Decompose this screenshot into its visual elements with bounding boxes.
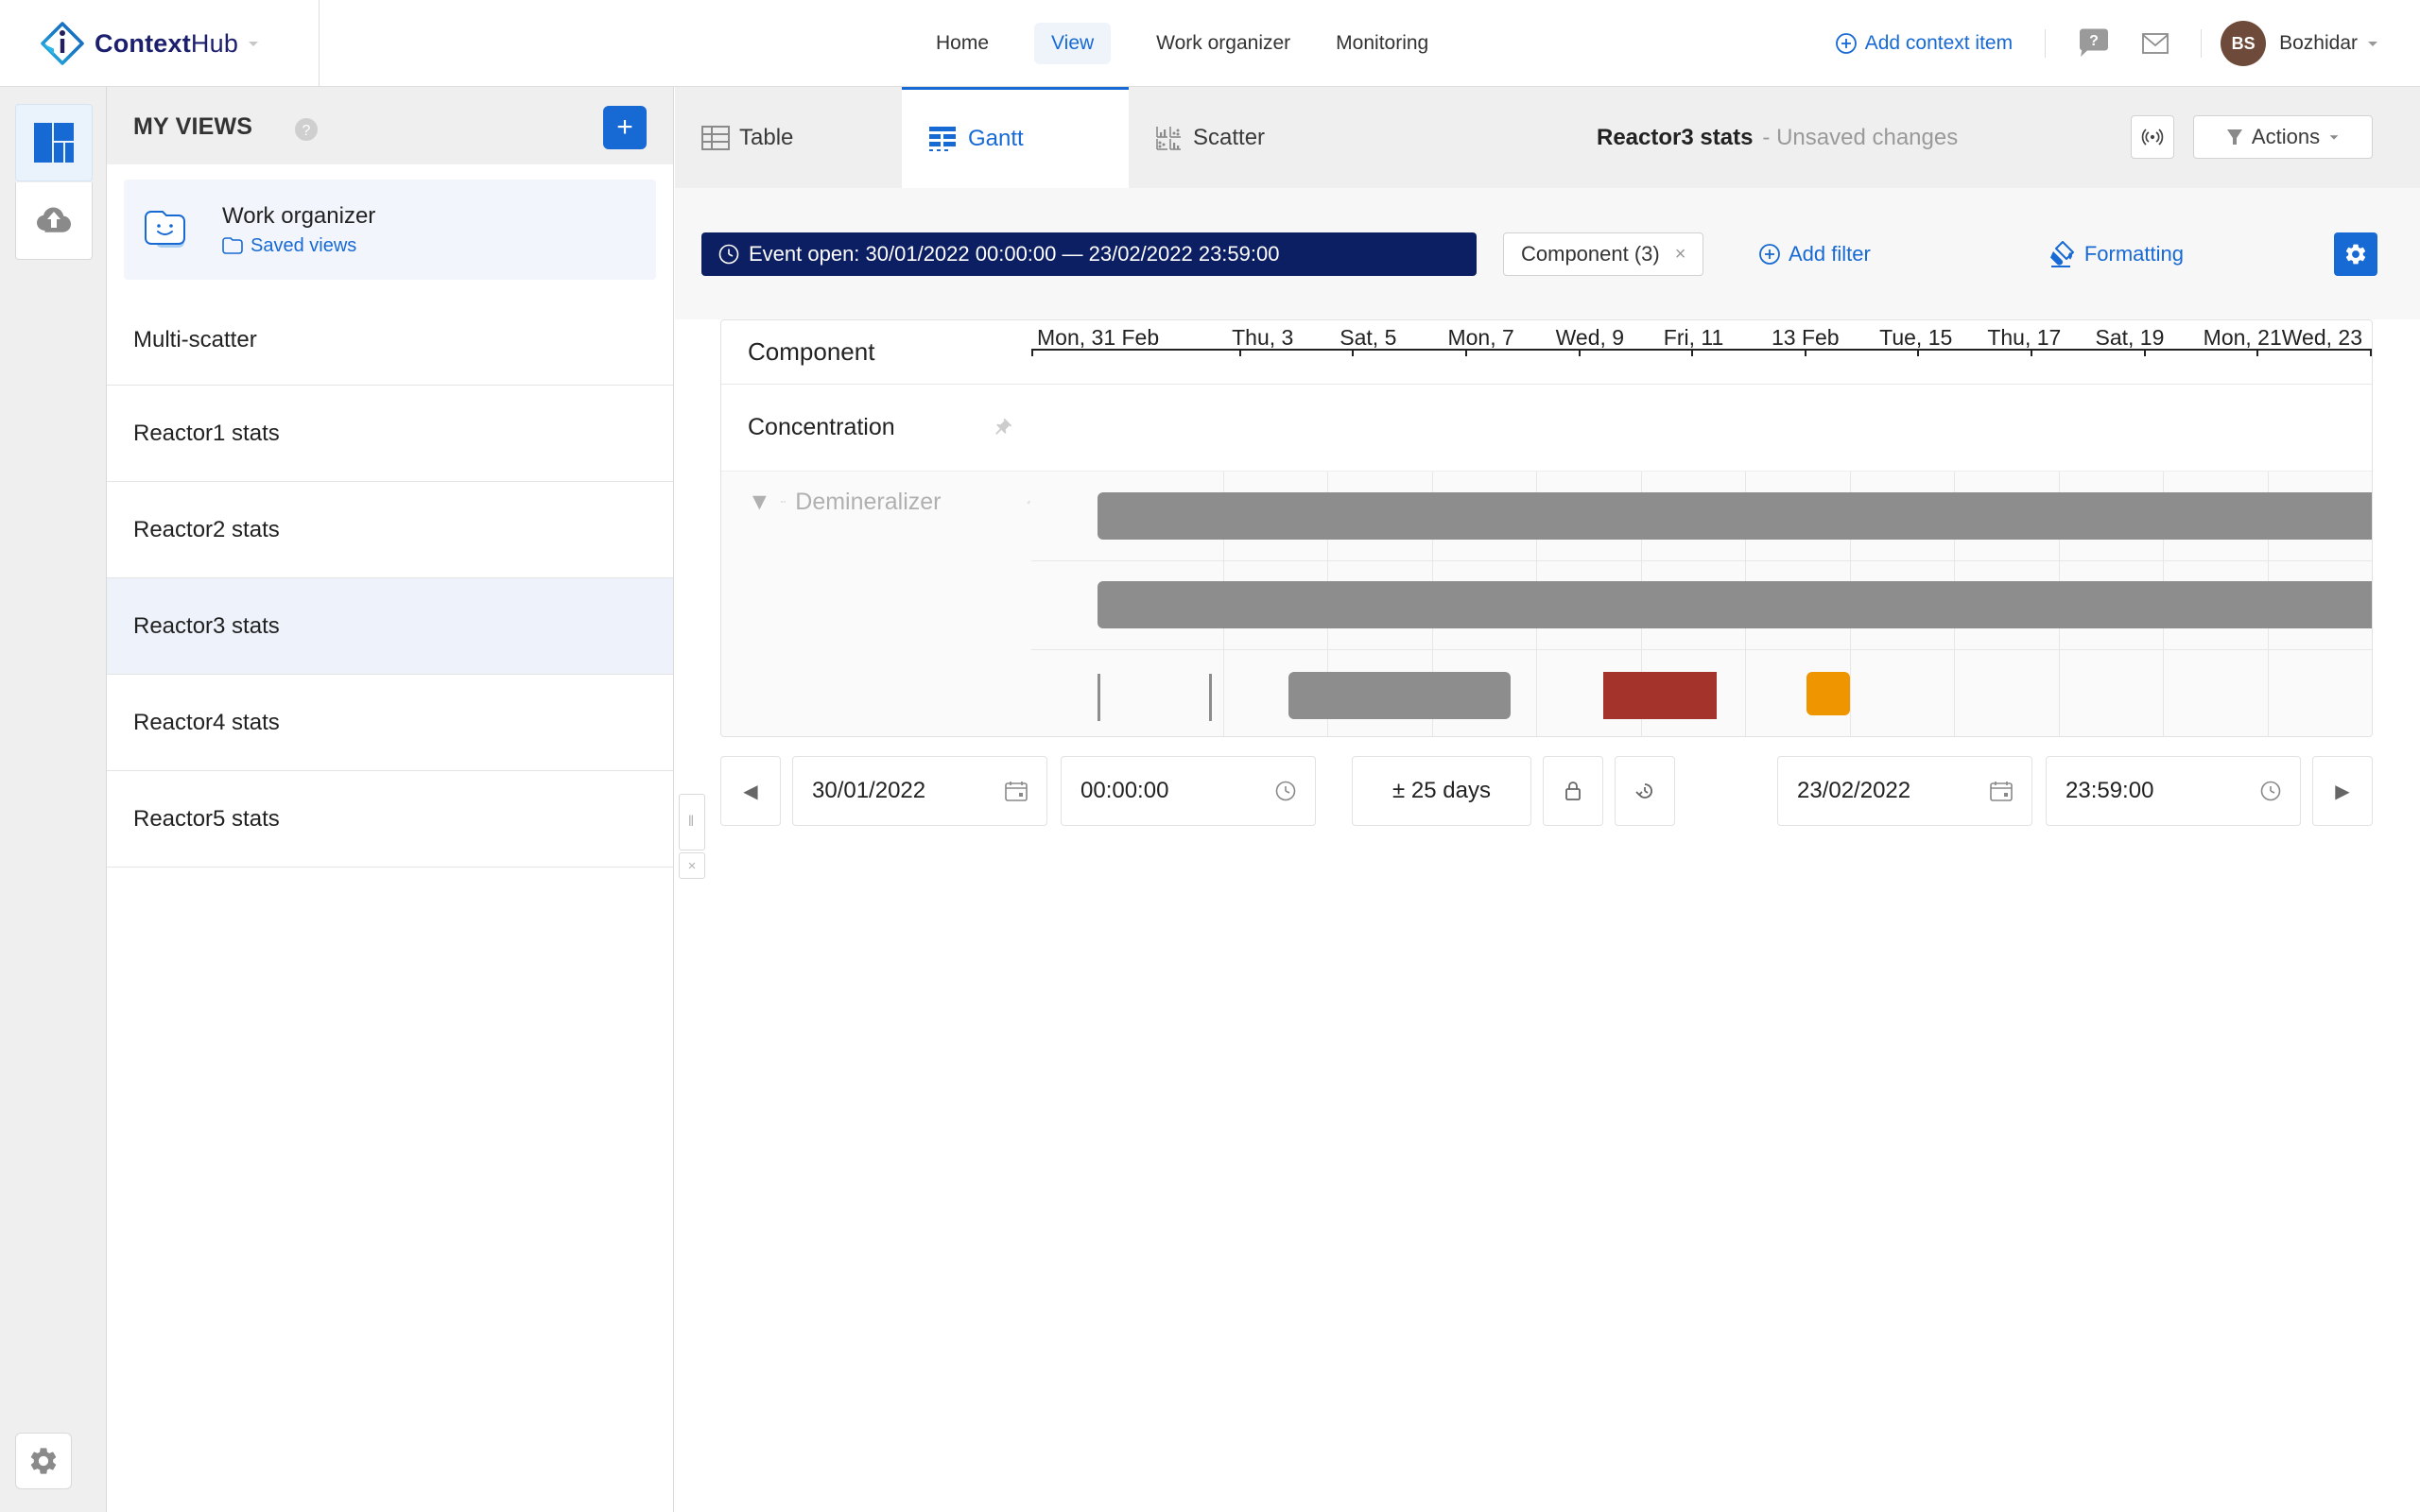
svg-text:?: ? bbox=[2089, 33, 2099, 49]
svg-text:?: ? bbox=[302, 123, 311, 139]
